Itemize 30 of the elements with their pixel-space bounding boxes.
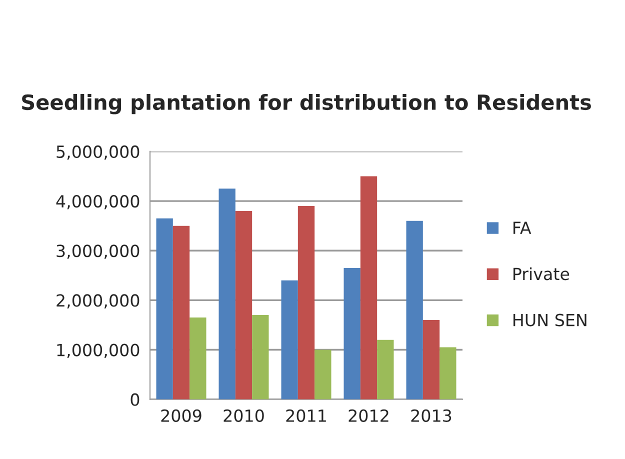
chart-title: Seedling plantation for distribution to Residents <box>22 94 591 114</box>
bar <box>422 320 440 400</box>
legend-label: Private <box>514 267 570 280</box>
bar <box>252 315 269 400</box>
x-tick-label: 2013 <box>411 409 452 422</box>
x-tick-label: 2011 <box>286 409 326 422</box>
bar <box>377 340 394 400</box>
legend-label: HUN SEN <box>514 314 586 326</box>
y-tick-label: 0 <box>130 393 140 406</box>
bar <box>314 350 332 400</box>
y-tick-label: 4,000,000 <box>56 195 140 210</box>
x-tick-label: 2012 <box>348 409 388 422</box>
y-tick-label: 5,000,000 <box>56 145 140 160</box>
bar <box>190 318 206 400</box>
bar <box>281 280 298 400</box>
y-tick-label: 1,000,000 <box>57 344 140 358</box>
y-tick-label: 3,000,000 <box>56 244 140 259</box>
y-tick-label: 2,000,000 <box>56 294 140 308</box>
bar <box>440 347 456 400</box>
bar <box>218 188 236 400</box>
x-tick-label: 2010 <box>224 409 264 422</box>
x-tick-label: 2009 <box>161 409 202 422</box>
bar <box>406 220 423 400</box>
bar <box>235 210 252 400</box>
legend-label: FA <box>514 222 532 234</box>
bar <box>172 226 190 400</box>
bar <box>360 176 378 400</box>
bar <box>298 206 315 400</box>
bar <box>344 268 360 400</box>
bar <box>156 218 173 400</box>
